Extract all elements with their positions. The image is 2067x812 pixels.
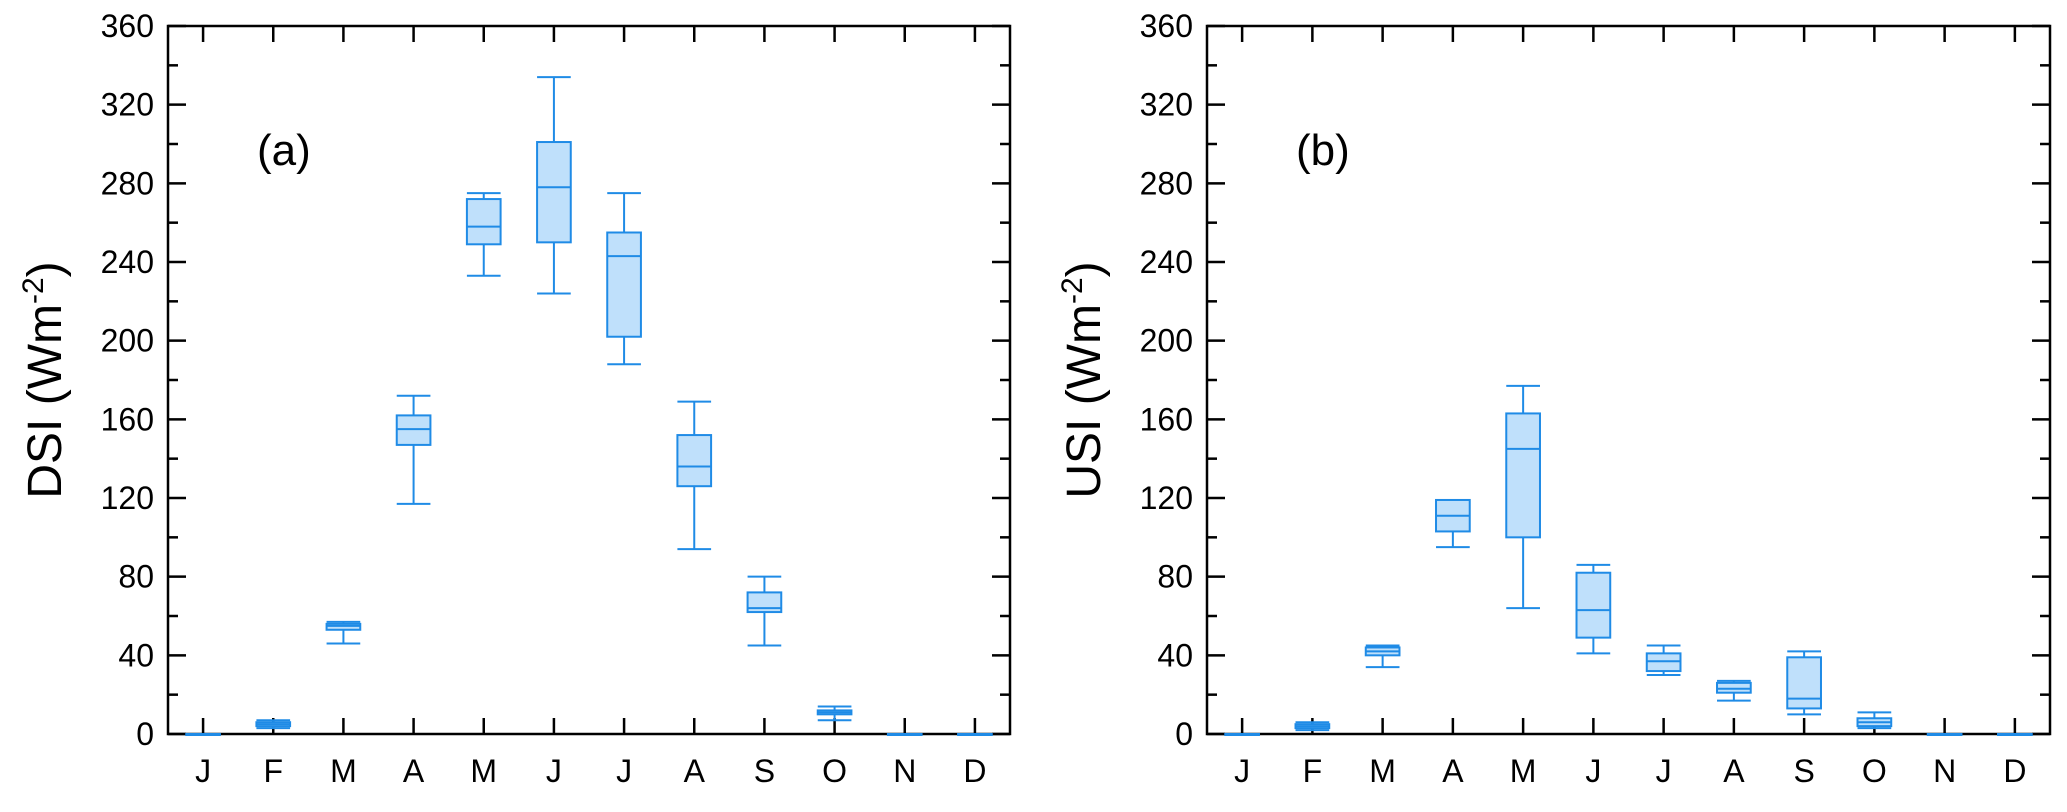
x-tick-label: A <box>1723 753 1745 789</box>
panel-a-dsi: 0 40 80 120 160 200 240 280 320 360 J F M A M J J A S O N D (a… <box>17 8 1012 789</box>
x-tick-label: A <box>403 753 425 789</box>
y-tick-label: 320 <box>101 87 154 123</box>
box-A-7 <box>676 400 713 551</box>
panel-label: (b) <box>1296 126 1350 175</box>
y-tick-label: 120 <box>101 480 154 516</box>
y-tick-label: 240 <box>1140 244 1193 280</box>
y-tick-label: 360 <box>1140 8 1193 44</box>
x-tick-label: J <box>195 753 211 789</box>
y-tick-label: 0 <box>136 716 154 752</box>
panel-b-usi: 0 40 80 120 160 200 240 280 320 360 J F M A M J J A S O N D (b… <box>1056 8 2052 789</box>
x-tick-label: M <box>470 753 497 789</box>
x-tick-label: D <box>963 753 986 789</box>
x-tick-label: D <box>2003 753 2026 789</box>
y-axis-title-main: USI (Wm <box>1058 304 1111 499</box>
x-tick-label: A <box>684 753 706 789</box>
box-J-6 <box>1645 644 1682 676</box>
x-tick-label: M <box>1510 753 1537 789</box>
y-tick-label: 160 <box>101 401 154 437</box>
box-body <box>1786 656 1822 710</box>
box-J-0 <box>185 733 221 736</box>
box-O-9 <box>1856 711 1893 730</box>
box-A-3 <box>395 394 432 505</box>
x-tick-label: J <box>1656 753 1672 789</box>
y-axis-title-sup: -2 <box>17 277 50 304</box>
box-M-2 <box>1364 644 1401 669</box>
box-A-3 <box>1435 498 1471 549</box>
box-body <box>1575 571 1612 639</box>
y-axis-title-sup: -2 <box>1056 277 1089 304</box>
y-tick-label: 280 <box>101 165 154 201</box>
y-tick-label: 80 <box>1157 559 1193 595</box>
box-J-0 <box>1224 733 1260 736</box>
y-axis-title-main: DSI (Wm <box>19 304 72 499</box>
x-tick-label: N <box>893 753 916 789</box>
box-D-11 <box>957 733 993 736</box>
y-tick-label: 320 <box>1140 87 1193 123</box>
box-body <box>1505 412 1541 539</box>
x-tick-label: S <box>754 753 775 789</box>
y-tick-label: 160 <box>1140 401 1193 437</box>
box-O-9 <box>816 705 853 722</box>
box-N-10 <box>886 733 923 736</box>
y-tick-label: 280 <box>1140 165 1193 201</box>
x-tick-label: N <box>1933 753 1956 789</box>
x-tick-label: M <box>330 753 357 789</box>
x-tick-label: F <box>1303 753 1323 789</box>
box-J-5 <box>536 76 572 295</box>
box-body <box>465 198 502 246</box>
box-A-7 <box>1716 679 1752 702</box>
y-tick-label: 0 <box>1175 716 1193 752</box>
x-tick-label: M <box>1369 753 1396 789</box>
panel-label: (a) <box>257 126 311 175</box>
y-tick-label: 200 <box>101 323 154 359</box>
box-F-1 <box>255 719 292 730</box>
x-tick-label: J <box>616 753 632 789</box>
box-M-4 <box>465 192 502 277</box>
box-D-11 <box>1997 733 2033 736</box>
y-tick-label: 360 <box>101 8 154 44</box>
y-axis-title-close: ) <box>19 261 72 277</box>
box-body <box>606 231 642 338</box>
y-axis-title: USI (Wm-2) <box>1056 261 1111 498</box>
y-axis-title: DSI (Wm-2) <box>17 261 72 498</box>
x-tick-label: O <box>1862 753 1887 789</box>
box-M-2 <box>325 620 362 645</box>
y-tick-label: 200 <box>1140 323 1193 359</box>
box-S-8 <box>746 575 783 647</box>
box-body <box>676 434 713 488</box>
box-S-8 <box>1786 650 1822 716</box>
y-tick-label: 80 <box>118 559 154 595</box>
box-body <box>536 141 572 244</box>
y-tick-label: 240 <box>101 244 154 280</box>
x-tick-label: A <box>1442 753 1464 789</box>
box-N-10 <box>1926 733 1963 736</box>
y-tick-label: 40 <box>1157 637 1193 673</box>
x-tick-label: S <box>1793 753 1814 789</box>
x-tick-label: F <box>263 753 283 789</box>
y-axis-title-close: ) <box>1058 261 1111 277</box>
y-tick-label: 40 <box>118 637 154 673</box>
box-M-4 <box>1505 384 1541 610</box>
y-tick-label: 120 <box>1140 480 1193 516</box>
box-J-6 <box>606 192 642 366</box>
x-tick-label: J <box>1234 753 1250 789</box>
x-tick-label: J <box>546 753 562 789</box>
box-J-5 <box>1575 563 1612 655</box>
x-tick-label: O <box>822 753 847 789</box>
box-F-1 <box>1294 721 1331 732</box>
x-tick-label: J <box>1585 753 1601 789</box>
